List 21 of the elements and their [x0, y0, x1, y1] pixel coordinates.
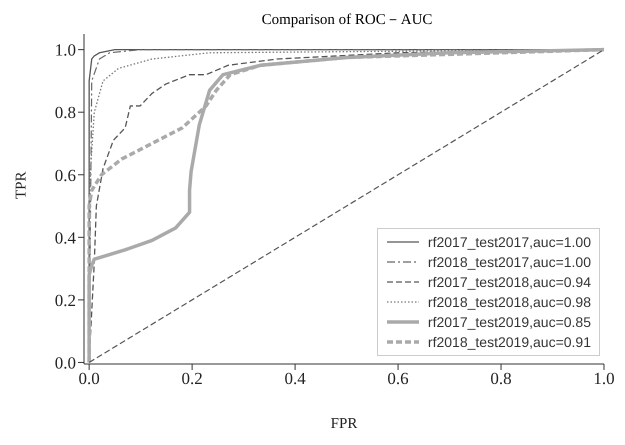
legend-label: rf2018_test2019,auc=0.91: [428, 333, 591, 352]
x-tick-label: 0.0: [78, 369, 100, 388]
x-tick-label: 1.0: [593, 369, 615, 388]
y-tick-label: 0.2: [54, 290, 76, 310]
legend-label: rf2018_test2018,auc=0.98: [428, 293, 591, 312]
y-tick-label: 1.0: [54, 40, 76, 60]
y-tick-label: 0.8: [54, 103, 76, 122]
y-tick-label: 0.0: [54, 353, 76, 372]
x-tick-label: 0.8: [490, 369, 512, 388]
y-tick-label: 0.6: [54, 166, 76, 185]
legend-label: rf2017_test2019,auc=0.85: [428, 313, 591, 332]
x-axis-title: FPR: [330, 416, 358, 432]
legend-label: rf2018_test2017,auc=1.00: [428, 253, 591, 272]
x-tick-label: 0.6: [387, 369, 409, 388]
y-axis-title: TPR: [13, 171, 30, 199]
y-tick-label: 0.4: [54, 228, 76, 248]
x-tick-label: 0.2: [181, 369, 203, 388]
legend-label: rf2017_test2018,auc=0.94: [428, 273, 591, 292]
legend-label: rf2017_test2017,auc=1.00: [428, 233, 591, 252]
chart-title: Comparison of ROC－AUC: [260, 11, 434, 29]
x-tick-label: 0.4: [284, 369, 306, 388]
